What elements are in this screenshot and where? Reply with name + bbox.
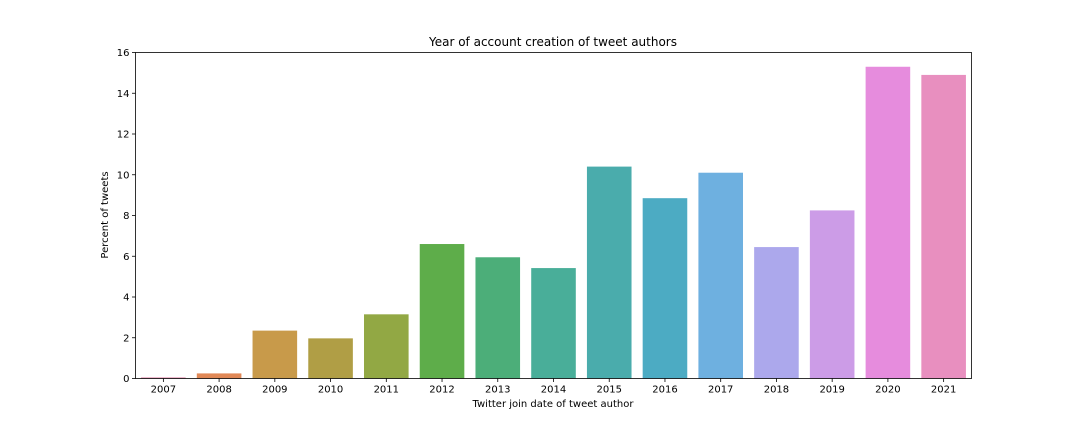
bar-2009	[252, 330, 298, 379]
y-axis-ticks: 0 2 4 6 8 10 12 14 16	[117, 48, 136, 385]
y-tick-label: 14	[117, 89, 130, 100]
y-tick-label: 2	[123, 333, 129, 344]
bar-2007	[141, 377, 186, 379]
x-tick-label: 2018	[764, 385, 789, 396]
bar-2020	[865, 66, 911, 379]
bar-2011	[364, 314, 409, 379]
x-tick-label: 2019	[819, 385, 844, 396]
y-tick-label: 8	[123, 211, 129, 222]
y-tick-label: 16	[117, 48, 130, 59]
x-tick-label: 2008	[206, 385, 231, 396]
x-tick-label: 2017	[708, 385, 733, 396]
y-tick-label: 12	[117, 130, 130, 141]
bar-2013	[475, 257, 521, 379]
x-tick-label: 2009	[262, 385, 287, 396]
bar-2012	[419, 244, 465, 379]
x-tick-label: 2016	[652, 385, 677, 396]
x-axis-label: Twitter join date of tweet author	[472, 399, 635, 410]
bar-2014	[531, 268, 576, 379]
x-tick-label: 2011	[374, 385, 399, 396]
bar-2015	[586, 166, 632, 379]
x-tick-label: 2012	[429, 385, 454, 396]
x-tick-label: 2010	[318, 385, 343, 396]
plot-frame	[135, 52, 972, 379]
y-tick-label: 0	[123, 374, 129, 385]
x-tick-label: 2013	[485, 385, 510, 396]
y-tick-label: 6	[123, 252, 129, 263]
x-tick-label: 2020	[875, 385, 900, 396]
bar-2019	[809, 210, 855, 379]
y-tick-label: 4	[123, 293, 129, 304]
bars-group	[141, 66, 966, 379]
x-tick-label: 2014	[541, 385, 566, 396]
bar-2021	[921, 74, 966, 379]
x-tick-label: 2021	[931, 385, 956, 396]
y-axis-label: Percent of tweets	[100, 171, 111, 258]
bar-2008	[196, 373, 242, 379]
bar-2018	[754, 247, 799, 379]
x-tick-label: 2015	[597, 385, 622, 396]
bar-2017	[698, 172, 743, 379]
x-axis-ticks: 2007 2008 2009 2010 2011 2012 2013 2014 2015 2016…	[151, 378, 956, 396]
x-tick-label: 2007	[151, 385, 176, 396]
chart-title: Year of account creation of tweet author…	[428, 35, 677, 49]
bar-2010	[308, 338, 353, 379]
y-tick-label: 10	[117, 170, 130, 181]
bar-2016	[642, 198, 688, 379]
